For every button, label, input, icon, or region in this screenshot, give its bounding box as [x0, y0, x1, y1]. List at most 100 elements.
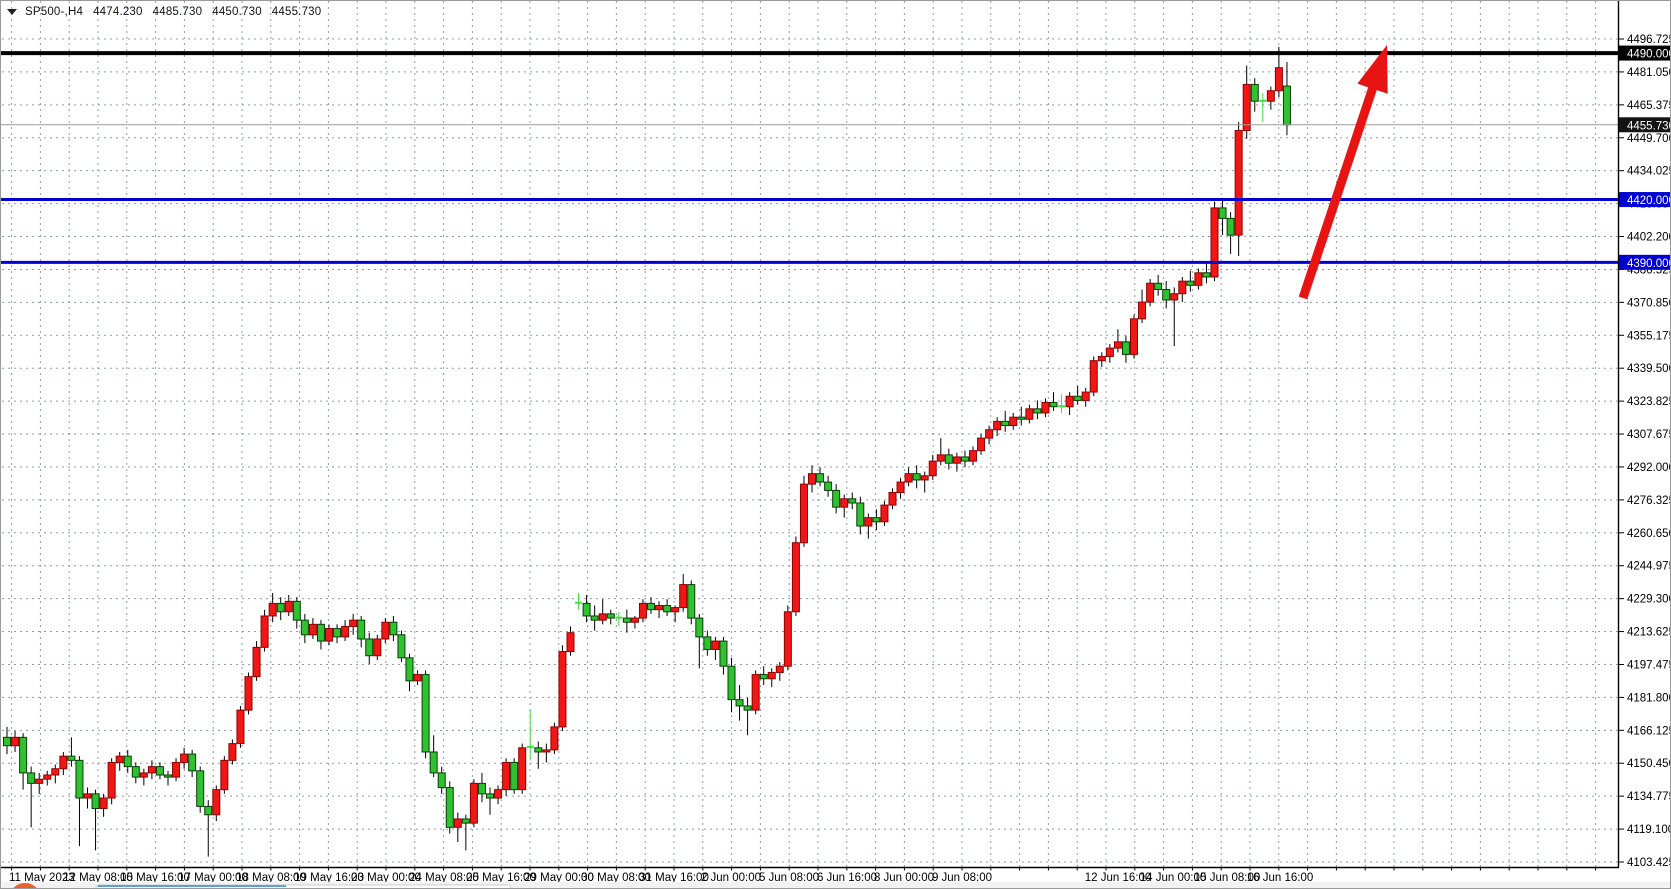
candle: [300, 613, 309, 644]
candle-body: [759, 674, 768, 680]
candle: [365, 632, 374, 665]
price-tag-box-level-4420: [1619, 192, 1670, 208]
candle-body: [904, 473, 913, 483]
candle: [848, 492, 857, 510]
candle-body: [751, 674, 760, 711]
candle-body: [421, 674, 430, 753]
candle-body: [1218, 207, 1227, 219]
candle: [1058, 394, 1066, 413]
candle-body: [888, 492, 897, 506]
candle-body: [655, 605, 664, 611]
candle-body: [663, 605, 672, 613]
candle: [236, 705, 245, 748]
candle: [711, 636, 720, 660]
candle: [534, 741, 543, 769]
y-axis-label: 4323.825: [1627, 396, 1671, 408]
candle-body: [1017, 416, 1026, 420]
candle: [1001, 410, 1010, 432]
candle: [615, 611, 623, 627]
candle: [671, 605, 680, 623]
candle-body: [1033, 408, 1042, 414]
candle: [687, 580, 696, 625]
price-tag-label-level-4420: 4420.000: [1627, 195, 1671, 207]
candle-body: [1210, 207, 1219, 278]
candle-body: [1274, 67, 1283, 92]
candle: [1259, 92, 1267, 123]
candle-body: [172, 761, 181, 778]
x-axis-label: 5 Jun 08:00: [759, 872, 819, 884]
y-axis-labels[interactable]: 4496.725 4481.050 4465.375 4449.700 4434.025…: [1619, 34, 1671, 869]
x-axis-label: 15 May 16:00: [120, 872, 190, 884]
candle: [590, 605, 599, 631]
candle: [1242, 65, 1251, 139]
candle: [429, 735, 438, 778]
price-tag-label-support-4390: 4390.000: [1627, 258, 1671, 270]
candle: [1113, 329, 1122, 353]
candle-body: [783, 611, 792, 667]
candle-body: [397, 634, 406, 659]
candle: [389, 615, 398, 642]
y-axis-label: 4465.375: [1627, 100, 1671, 112]
candle-body: [767, 671, 776, 680]
collapse-triangle-icon[interactable]: [7, 9, 17, 15]
candle-body: [164, 774, 172, 778]
candle: [437, 766, 446, 794]
candle: [164, 770, 172, 786]
x-axis-label: 24 May 08:00: [409, 872, 479, 884]
candle: [453, 812, 462, 842]
candle: [663, 599, 672, 616]
candle: [743, 697, 752, 736]
candle-body: [518, 747, 527, 791]
candle-body: [679, 584, 688, 609]
candle: [767, 668, 776, 688]
candle: [373, 634, 382, 660]
candle-body: [542, 749, 551, 753]
candle: [799, 475, 808, 547]
candle-body: [365, 638, 374, 657]
candle: [107, 758, 116, 805]
watermark-logo: [2, 882, 1670, 888]
x-axis-label: 31 May 16:00: [639, 872, 709, 884]
y-axis-label: 4292.000: [1627, 462, 1671, 474]
candle: [1162, 281, 1171, 309]
price-tag-box-support-4390: [1619, 254, 1670, 270]
candle: [1025, 404, 1034, 424]
candle: [316, 620, 325, 650]
candle: [1202, 262, 1211, 284]
candle-body: [590, 615, 599, 621]
candle-body: [840, 498, 849, 508]
candle-body: [268, 602, 277, 617]
candle: [421, 670, 430, 759]
candle-body: [687, 584, 696, 619]
y-axis-label: 4213.625: [1627, 627, 1671, 639]
candle: [840, 494, 849, 518]
candle-body: [91, 793, 100, 809]
candle: [220, 756, 229, 794]
y-axis-label: 4229.300: [1627, 594, 1671, 606]
candle-body: [389, 621, 398, 636]
candle: [985, 425, 994, 445]
candle: [977, 433, 986, 455]
candle-body: [244, 676, 253, 711]
candle: [11, 731, 20, 752]
candle-body: [944, 454, 953, 464]
candle: [139, 768, 148, 786]
candle: [928, 454, 937, 480]
candle-body: [1146, 282, 1155, 303]
candle-body: [453, 818, 462, 828]
candle-body: [985, 429, 994, 439]
candle: [703, 630, 712, 656]
candle-body: [1266, 90, 1275, 102]
candle: [582, 595, 591, 623]
trend-arrow[interactable]: [1298, 45, 1388, 300]
candle-body: [952, 456, 961, 464]
candle-body: [1121, 341, 1130, 355]
candle: [1186, 270, 1195, 292]
candle: [284, 595, 293, 616]
candle-body: [558, 651, 567, 728]
candle: [461, 814, 470, 851]
candle-body: [1170, 293, 1179, 301]
